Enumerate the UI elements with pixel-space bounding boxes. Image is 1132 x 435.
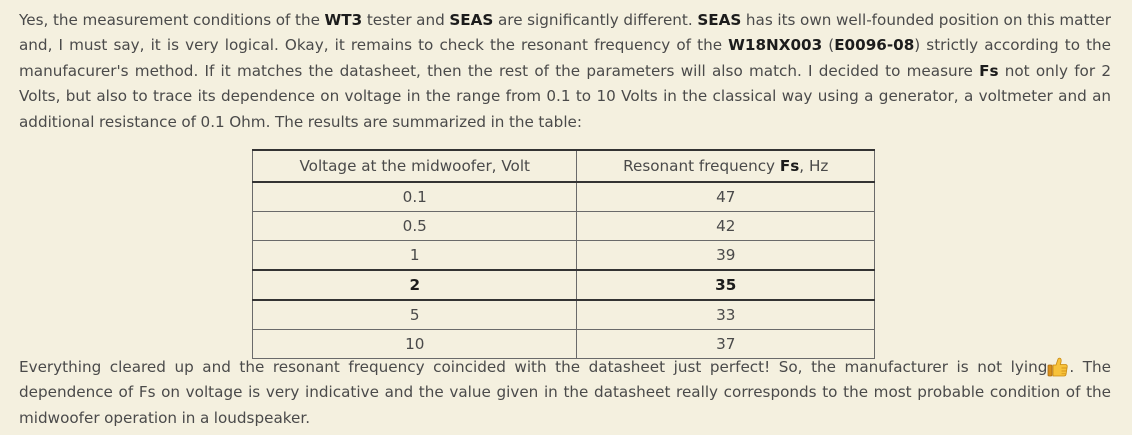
paragraph-conclusion: Everything cleared up and the resonant f… xyxy=(19,355,1111,431)
cell-frequency: 39 xyxy=(576,240,875,271)
text-span: ( xyxy=(822,36,835,55)
table-row: 1 39 xyxy=(251,240,875,271)
cell-voltage: 2 xyxy=(251,269,578,301)
header-voltage: Voltage at the midwoofer, Volt xyxy=(251,149,578,183)
cell-voltage: 10 xyxy=(251,329,578,359)
cell-voltage: 0.5 xyxy=(251,211,578,241)
brand-name: SEAS xyxy=(449,11,494,29)
results-table: Voltage at the midwoofer, Volt Resonant … xyxy=(251,149,875,359)
text-span: Everything cleared up and the resonant f… xyxy=(19,358,1048,376)
header-text: Resonant frequency xyxy=(623,157,780,175)
table-header-row: Voltage at the midwoofer, Volt Resonant … xyxy=(251,149,875,183)
fs-term: Fs xyxy=(779,157,800,175)
thumbs-up-icon xyxy=(1047,357,1069,377)
model-code: E0096-08 xyxy=(834,36,915,55)
table-row: 10 37 xyxy=(251,329,875,359)
cell-frequency: 42 xyxy=(576,211,875,241)
text-span: . The dependence of Fs on voltage is ver… xyxy=(19,358,1111,427)
cell-frequency: 37 xyxy=(576,329,875,359)
table-row-highlighted: 2 35 xyxy=(251,269,875,301)
text-span: are significantly different. xyxy=(493,11,698,29)
text-span: not only for 2 Volts, but also to trace … xyxy=(19,61,1111,131)
cell-voltage: 0.1 xyxy=(251,181,578,212)
brand-name: SEAS xyxy=(697,11,742,29)
table-row: 0.1 47 xyxy=(251,181,875,212)
text-span: tester and xyxy=(362,11,450,29)
text-span: ) strictly according to the manufacurer'… xyxy=(19,36,1112,80)
cell-voltage: 5 xyxy=(251,299,578,330)
header-text: , Hz xyxy=(799,157,829,175)
text-span: has its own well-founded position on thi… xyxy=(19,11,1111,55)
table-row: 0.5 42 xyxy=(251,211,875,241)
model-name: W18NX003 xyxy=(728,36,823,55)
fs-term: Fs xyxy=(979,61,999,80)
table-row: 5 33 xyxy=(251,299,875,330)
tester-name: WT3 xyxy=(324,11,363,29)
paragraph-intro: Yes, the measurement conditions of the W… xyxy=(19,8,1111,135)
text-span: Yes, the measurement conditions of the xyxy=(19,11,325,29)
cell-frequency: 47 xyxy=(576,181,875,212)
cell-voltage: 1 xyxy=(251,240,578,271)
cell-frequency: 35 xyxy=(576,269,875,301)
header-frequency: Resonant frequency Fs, Hz xyxy=(576,149,875,183)
cell-frequency: 33 xyxy=(576,299,875,330)
